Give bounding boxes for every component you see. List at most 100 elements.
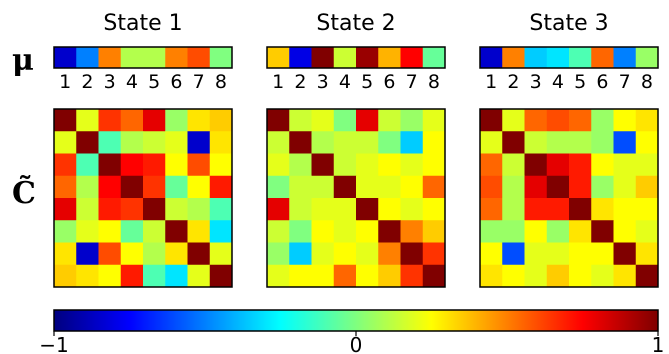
corr-cell — [400, 175, 424, 199]
corr-cell — [356, 220, 379, 243]
corr-cell — [76, 109, 99, 132]
corr-cell — [120, 109, 144, 132]
corr-cell — [378, 198, 401, 221]
index-label: 8 — [428, 71, 440, 93]
mu-cell — [356, 47, 379, 68]
corr-cell — [165, 198, 188, 221]
corr-cell — [54, 153, 77, 177]
corr-cell — [311, 264, 335, 288]
corr-cell — [635, 131, 659, 154]
corr-frame — [266, 108, 446, 288]
corr-cell — [356, 264, 379, 288]
index-label: 6 — [383, 71, 395, 93]
corr-cell — [524, 264, 548, 288]
corr-cell — [98, 109, 122, 132]
corr-cell — [209, 109, 233, 132]
corr-cell — [480, 175, 503, 199]
mu-cell — [165, 47, 188, 68]
corr-cell — [311, 109, 335, 132]
corr-cell — [54, 264, 77, 288]
corr-cell — [311, 131, 335, 154]
mu-cell — [546, 47, 570, 68]
index-label: 7 — [193, 71, 205, 93]
index-label: 2 — [294, 71, 306, 93]
corr-cell — [635, 109, 659, 132]
corr-cell — [422, 264, 446, 288]
state-title: State 1 — [103, 11, 182, 36]
corr-cell — [54, 131, 77, 154]
corr-cell — [591, 153, 614, 177]
corr-cell — [143, 175, 166, 199]
colorbar: −1 0 1 — [39, 309, 664, 354]
corr-cell — [502, 153, 525, 177]
corr-cell — [54, 175, 77, 199]
mu-cell — [422, 47, 446, 68]
corr-cell — [480, 198, 503, 221]
corr-frame — [479, 108, 659, 288]
corr-cell — [502, 242, 525, 266]
mu-cell — [635, 47, 659, 68]
corr-cell — [289, 153, 312, 177]
corr-cell — [422, 153, 446, 177]
mu-cell — [480, 47, 503, 68]
corr-cell — [143, 242, 166, 266]
state-title: State 3 — [529, 11, 608, 36]
corr-cell — [333, 153, 357, 177]
corr-cell — [524, 242, 548, 266]
state-title: State 2 — [316, 11, 395, 36]
corr-cell — [591, 109, 614, 132]
mu-frame — [479, 46, 659, 69]
index-label: 7 — [619, 71, 631, 93]
corr-cell — [400, 109, 424, 132]
corr-frame — [53, 108, 233, 288]
corr-cell — [267, 109, 290, 132]
corr-cell — [400, 131, 424, 154]
corr-cell — [267, 220, 290, 243]
corr-cell — [422, 242, 446, 266]
mu-cell — [267, 47, 290, 68]
corr-cell — [613, 264, 637, 288]
corr-cell — [76, 242, 99, 266]
mu-cell — [378, 47, 401, 68]
corr-cell — [76, 220, 99, 243]
corr-cell — [524, 198, 548, 221]
corr-cell — [76, 264, 99, 288]
corr-cell — [76, 153, 99, 177]
corr-cell — [356, 153, 379, 177]
corr-cell — [289, 220, 312, 243]
corr-cell — [569, 109, 592, 132]
corr-cell — [143, 153, 166, 177]
mu-cell — [120, 47, 144, 68]
state-panel: State 2 1 2 3 4 5 6 7 8 — [266, 11, 446, 288]
corr-cell — [591, 198, 614, 221]
corr-cell — [289, 198, 312, 221]
corr-cell — [591, 220, 614, 243]
corr-cell — [356, 242, 379, 266]
corr-cell — [569, 175, 592, 199]
corr-cell — [120, 131, 144, 154]
corr-cell — [546, 175, 570, 199]
corr-cell — [187, 242, 211, 266]
index-label: 7 — [406, 71, 418, 93]
corr-cell — [98, 242, 122, 266]
corr-cell — [333, 131, 357, 154]
mu-cell — [98, 47, 122, 68]
corr-cell — [422, 175, 446, 199]
corr-cell — [143, 220, 166, 243]
corr-cell — [569, 220, 592, 243]
index-label: 8 — [641, 71, 653, 93]
index-label: 3 — [104, 71, 116, 93]
mu-cell — [289, 47, 312, 68]
corr-cell — [546, 264, 570, 288]
corr-cell — [524, 109, 548, 132]
corr-cell — [502, 131, 525, 154]
corr-cell — [502, 175, 525, 199]
corr-cell — [120, 175, 144, 199]
corr-cell — [613, 131, 637, 154]
colorbar-tick-label: −1 — [39, 333, 68, 354]
corr-cell — [333, 109, 357, 132]
corr-cell — [400, 153, 424, 177]
corr-cell — [54, 109, 77, 132]
corr-cell — [143, 109, 166, 132]
corr-cell — [187, 220, 211, 243]
